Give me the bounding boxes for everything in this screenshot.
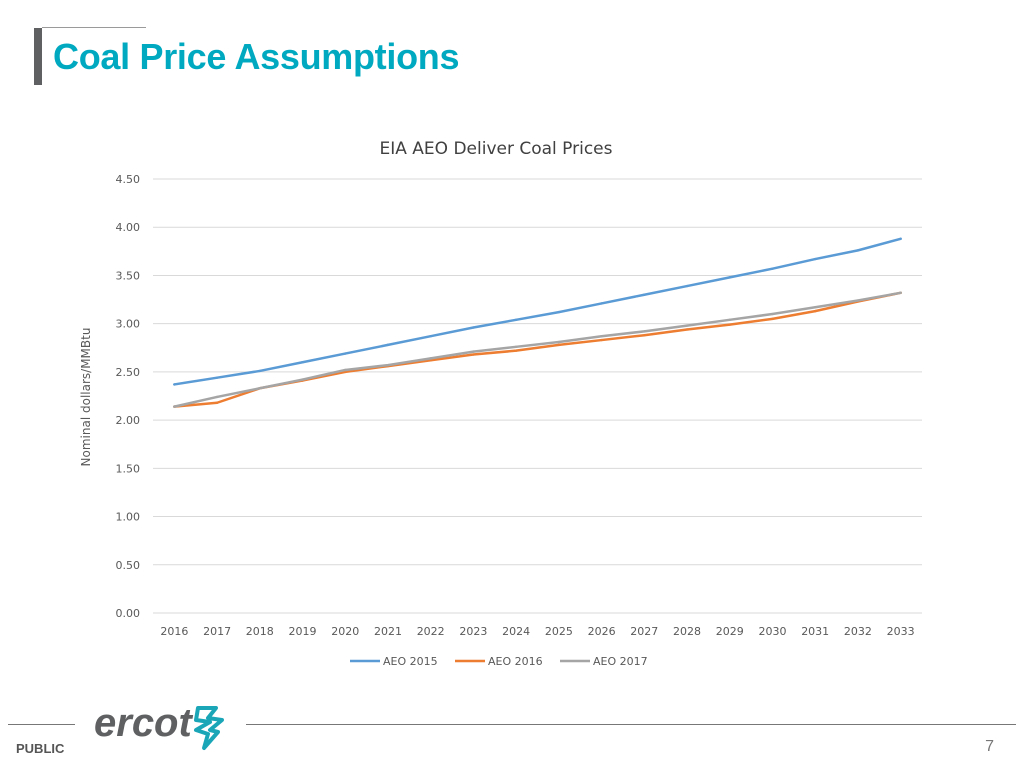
data-point xyxy=(472,350,475,353)
x-tick-label: 2017 xyxy=(203,625,231,638)
data-point xyxy=(429,357,432,360)
x-tick-label: 2016 xyxy=(160,625,188,638)
y-tick-label: 3.50 xyxy=(116,269,141,282)
data-point xyxy=(813,306,817,309)
data-point xyxy=(899,237,902,240)
data-point xyxy=(600,335,603,338)
title-accent-bar xyxy=(34,28,42,85)
x-tick-label: 2028 xyxy=(673,625,701,638)
data-point xyxy=(215,376,219,379)
data-point xyxy=(600,302,603,305)
footer-divider-right xyxy=(246,724,1016,725)
data-point xyxy=(472,326,475,329)
data-point xyxy=(344,368,347,372)
series-line-aeo-2015 xyxy=(173,237,902,386)
data-point xyxy=(600,338,603,342)
x-tick-label: 2019 xyxy=(289,625,317,638)
y-tick-label: 1.00 xyxy=(116,511,141,524)
legend-label: AEO 2016 xyxy=(488,655,543,668)
legend-label: AEO 2017 xyxy=(593,655,648,668)
data-point xyxy=(472,353,475,356)
x-tick-label: 2026 xyxy=(588,625,616,638)
x-tick-label: 2025 xyxy=(545,625,573,638)
data-point xyxy=(685,328,689,331)
data-point xyxy=(557,343,561,347)
data-point xyxy=(899,291,902,295)
data-point xyxy=(301,361,304,364)
data-point xyxy=(258,387,262,390)
data-point xyxy=(771,267,774,270)
title-accent-line xyxy=(42,27,146,28)
data-point xyxy=(771,312,774,316)
x-tick-label: 2020 xyxy=(331,625,359,638)
data-point xyxy=(643,330,646,333)
legend-label: AEO 2015 xyxy=(383,655,438,668)
data-point xyxy=(386,343,390,347)
y-tick-label: 0.00 xyxy=(116,607,141,620)
x-tick-label: 2030 xyxy=(758,625,786,638)
data-point xyxy=(258,369,262,373)
series-line-aeo-2017 xyxy=(173,291,902,408)
data-point xyxy=(685,324,689,327)
data-point xyxy=(386,363,390,367)
data-point xyxy=(514,349,518,352)
x-tick-label: 2032 xyxy=(844,625,872,638)
ercot-bolt-icon xyxy=(194,706,224,750)
x-tick-label: 2023 xyxy=(459,625,487,638)
x-tick-label: 2022 xyxy=(417,625,445,638)
data-point xyxy=(728,276,731,279)
data-point xyxy=(173,405,176,408)
data-point xyxy=(557,340,561,344)
y-tick-label: 2.00 xyxy=(116,414,141,427)
y-tick-label: 4.50 xyxy=(116,173,141,186)
y-axis-label: Nominal dollars/MMBtu xyxy=(79,328,93,467)
data-point xyxy=(643,293,646,296)
slide-title: Coal Price Assumptions xyxy=(53,36,460,77)
chart-title: EIA AEO Deliver Coal Prices xyxy=(380,139,613,159)
y-tick-label: 4.00 xyxy=(116,221,141,234)
svg-text:ercot: ercot xyxy=(94,701,193,745)
x-tick-label: 2021 xyxy=(374,625,402,638)
data-point xyxy=(728,323,731,326)
footer-divider-left xyxy=(8,724,75,725)
data-point xyxy=(344,352,347,355)
data-point xyxy=(514,318,518,322)
y-tick-label: 1.50 xyxy=(116,462,141,475)
y-tick-label: 0.50 xyxy=(116,559,141,572)
data-point xyxy=(557,310,561,314)
x-tick-label: 2027 xyxy=(630,625,658,638)
x-tick-label: 2031 xyxy=(801,625,829,638)
x-tick-label: 2018 xyxy=(246,625,274,638)
data-point xyxy=(813,309,817,313)
classification-label: PUBLIC xyxy=(16,741,65,756)
data-point xyxy=(514,345,518,349)
ercot-logo: ercot xyxy=(94,701,224,750)
data-point xyxy=(813,257,817,261)
data-point xyxy=(429,335,432,338)
x-tick-label: 2029 xyxy=(716,625,744,638)
line-chart: EIA AEO Deliver Coal Prices Nominal doll… xyxy=(79,139,922,668)
data-point xyxy=(728,318,731,322)
data-point xyxy=(173,383,176,386)
data-point xyxy=(215,395,219,399)
data-point xyxy=(685,284,689,288)
y-tick-label: 3.00 xyxy=(116,318,141,331)
x-tick-label: 2024 xyxy=(502,625,530,638)
data-point xyxy=(856,299,860,302)
data-point xyxy=(643,334,646,337)
page-number: 7 xyxy=(985,738,994,755)
data-point xyxy=(771,317,774,321)
x-tick-label: 2033 xyxy=(887,625,915,638)
data-point xyxy=(301,378,304,381)
data-point xyxy=(856,249,860,252)
data-point xyxy=(215,401,219,404)
y-tick-label: 2.50 xyxy=(116,366,141,379)
